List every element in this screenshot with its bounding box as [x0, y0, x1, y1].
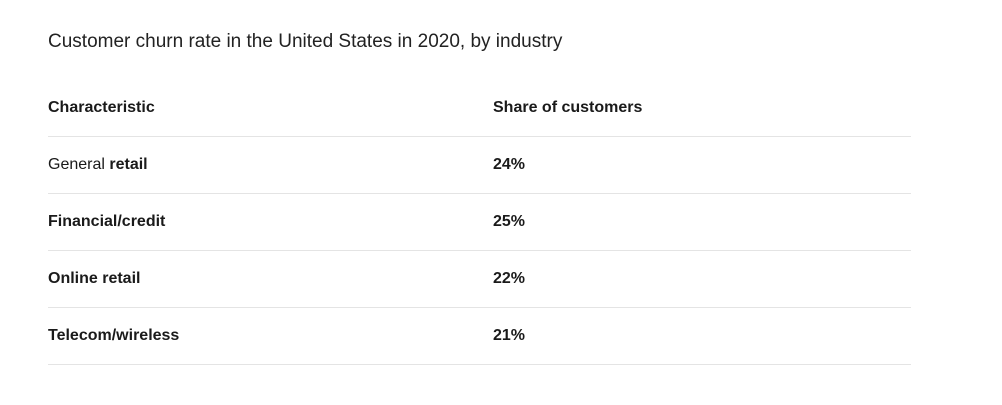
table-row: General retail 24%	[48, 137, 911, 194]
header-share-of-customers: Share of customers	[493, 99, 643, 116]
row-value: 25%	[493, 213, 526, 230]
row-label-bold: retail	[109, 156, 148, 173]
table-row: Telecom/wireless 21%	[48, 308, 911, 365]
row-label: Online retail	[48, 270, 493, 288]
row-label: Financial/credit	[48, 213, 493, 231]
row-value: 21%	[493, 327, 526, 344]
row-label: Telecom/wireless	[48, 327, 493, 345]
table-row: Financial/credit 25%	[48, 194, 911, 251]
row-value: 22%	[493, 270, 526, 287]
chart-title: Customer churn rate in the United States…	[48, 31, 563, 52]
table-header-row: Characteristic Share of customers	[48, 80, 911, 137]
row-label-bold: Financial/credit	[48, 213, 166, 230]
row-label: General retail	[48, 156, 493, 174]
row-label-bold: Online retail	[48, 270, 141, 287]
table-row: Online retail 22%	[48, 251, 911, 308]
data-table: Characteristic Share of customers Genera…	[48, 80, 911, 365]
row-value: 24%	[493, 156, 526, 173]
row-label-prefix: General	[48, 156, 110, 173]
header-characteristic: Characteristic	[48, 99, 155, 116]
row-label-bold: Telecom/wireless	[48, 327, 180, 344]
